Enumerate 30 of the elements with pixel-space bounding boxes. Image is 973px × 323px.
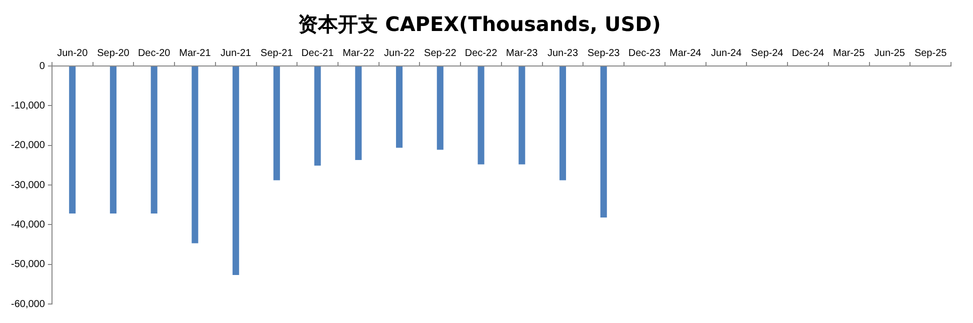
y-tick-label: -30,000 xyxy=(10,180,46,191)
y-tick-label: -20,000 xyxy=(10,140,46,152)
x-tick-label: Sep-20 xyxy=(97,48,130,59)
x-tick-label: Jun-25 xyxy=(874,48,906,59)
chart-title: 资本开支 CAPEX(Thousands, USD) xyxy=(298,12,661,36)
x-tick-label: Dec-24 xyxy=(792,48,825,59)
x-tick-label: Dec-22 xyxy=(464,48,498,59)
x-tick-label: Sep-23 xyxy=(588,48,620,59)
x-tick-label: Mar-21 xyxy=(179,48,212,59)
x-tick-label: Sep-24 xyxy=(750,48,784,59)
x-tick-label: Dec-23 xyxy=(628,48,662,59)
y-tick-label: -60,000 xyxy=(10,298,46,310)
x-tick-label: Mar-22 xyxy=(342,48,375,59)
y-tick-label: -50,000 xyxy=(10,259,46,270)
x-tick-label: Sep-25 xyxy=(914,48,948,59)
y-tick-label: -40,000 xyxy=(10,219,46,230)
x-tick-label: Sep-22 xyxy=(424,48,457,59)
x-tick-label: Dec-20 xyxy=(138,48,171,59)
x-tick-label: Sep-21 xyxy=(260,48,294,59)
y-tick-label: -10,000 xyxy=(10,100,46,112)
x-tick-label: Jun-21 xyxy=(220,48,252,59)
x-tick-label: Jun-23 xyxy=(547,48,578,59)
x-tick-label: Mar-25 xyxy=(832,48,866,59)
x-tick-label: Jun-24 xyxy=(710,48,742,59)
x-tick-label: Jun-22 xyxy=(384,48,416,59)
x-tick-label: Mar-24 xyxy=(670,48,702,59)
x-tick-label: Jun-20 xyxy=(57,48,88,59)
x-tick-label: Mar-23 xyxy=(506,48,538,59)
x-tick-label: Dec-21 xyxy=(301,48,334,59)
y-tick-label: 0 xyxy=(39,60,46,72)
